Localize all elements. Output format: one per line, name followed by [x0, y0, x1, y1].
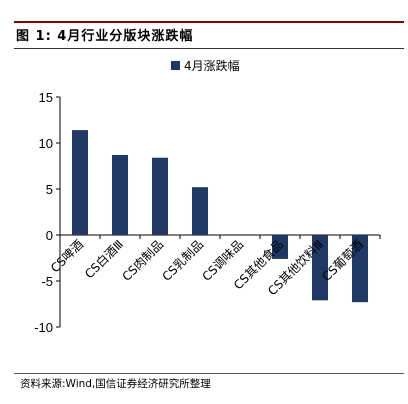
bar — [192, 187, 208, 235]
bottom-rule — [14, 373, 404, 374]
category-label: CS肉制品 — [119, 237, 166, 284]
category-label: CS啤酒 — [47, 237, 86, 276]
legend-swatch — [171, 61, 180, 70]
bar — [152, 157, 168, 235]
bar-chart: 4月涨跌幅-10-5051015CS啤酒CS白酒ⅢCS肉制品CS乳制品CS调味品… — [34, 58, 381, 335]
y-tick-label: 0 — [46, 228, 53, 243]
y-tick-label: 15 — [39, 90, 53, 105]
y-tick-label: -5 — [41, 274, 53, 289]
top-rule — [14, 21, 404, 23]
bar — [272, 235, 288, 259]
y-tick-label: 10 — [39, 136, 53, 151]
figure-title: 图 1: 4月行业分版块涨跌幅 — [16, 29, 194, 44]
legend-label: 4月涨跌幅 — [184, 58, 240, 73]
header-rule — [14, 48, 404, 49]
category-label: CS乳制品 — [159, 237, 206, 284]
bar — [312, 235, 328, 301]
bar — [72, 130, 88, 235]
bar — [352, 235, 368, 303]
y-tick-label: 5 — [46, 182, 53, 197]
y-tick-label: -10 — [34, 320, 53, 335]
bar — [112, 154, 128, 235]
source-note: 资料来源:Wind,国信证券经济研究所整理 — [20, 378, 211, 390]
